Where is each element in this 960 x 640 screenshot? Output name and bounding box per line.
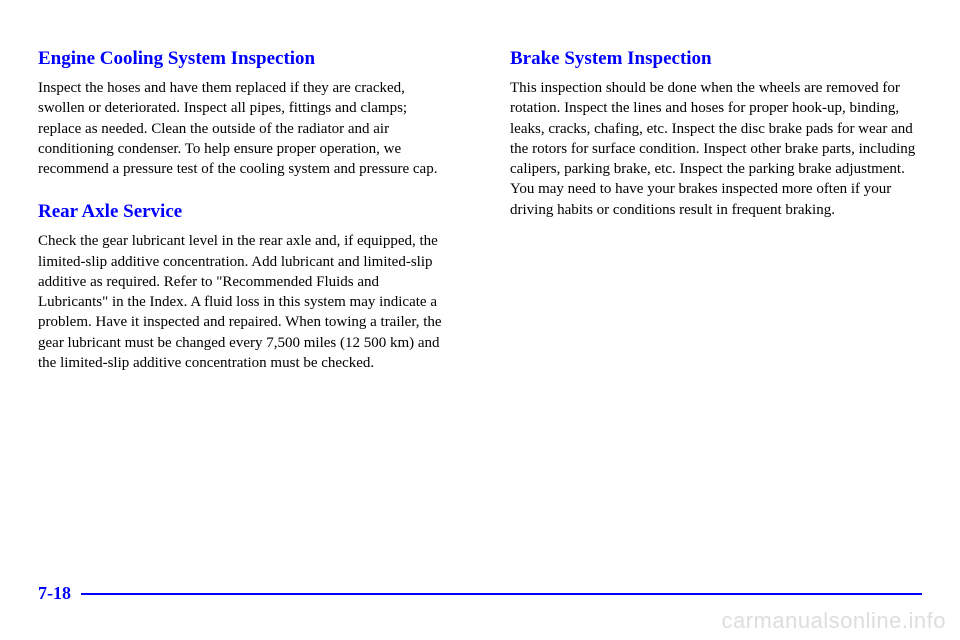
- body-engine-cooling: Inspect the hoses and have them replaced…: [38, 78, 450, 179]
- heading-rear-axle: Rear Axle Service: [38, 201, 450, 223]
- right-column: Brake System Inspection This inspection …: [510, 48, 922, 395]
- page-footer: 7-18: [38, 583, 922, 604]
- heading-engine-cooling: Engine Cooling System Inspection: [38, 48, 450, 70]
- footer-rule: [81, 593, 922, 595]
- heading-brake-system: Brake System Inspection: [510, 48, 922, 70]
- left-column: Engine Cooling System Inspection Inspect…: [38, 48, 450, 395]
- watermark-text: carmanualsonline.info: [721, 608, 946, 634]
- page-number: 7-18: [38, 583, 71, 604]
- body-brake-system: This inspection should be done when the …: [510, 78, 922, 220]
- body-rear-axle: Check the gear lubricant level in the re…: [38, 231, 450, 373]
- content-columns: Engine Cooling System Inspection Inspect…: [38, 48, 922, 395]
